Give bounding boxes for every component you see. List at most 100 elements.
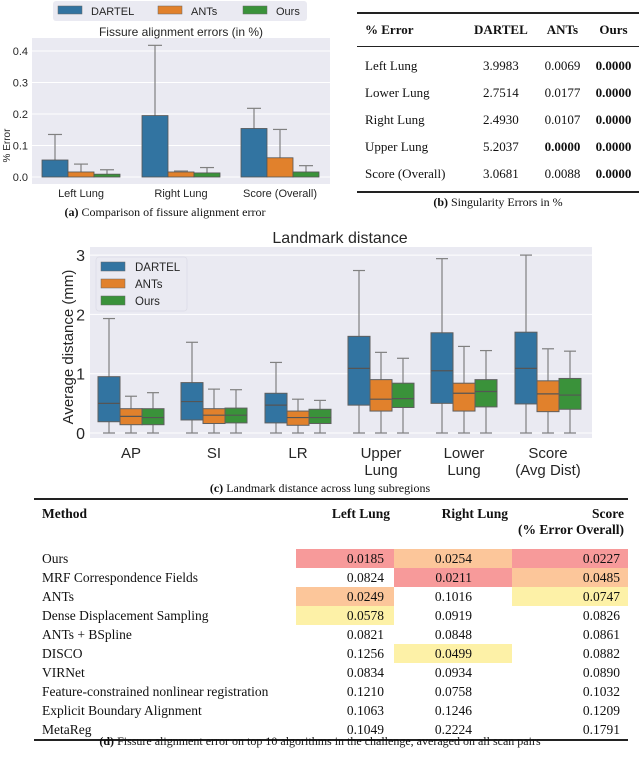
- error-value-cell: 0.2224: [434, 722, 472, 737]
- value-cell: 0.0069: [544, 57, 581, 73]
- error-value-cell: 0.0934: [434, 665, 472, 680]
- x-tick-label: AP: [121, 445, 141, 462]
- method-name-cell: MRF Correspondence Fields: [42, 570, 198, 585]
- x-tick-label: Score: [528, 445, 567, 462]
- table-row: Score (Overall) 3.0681 0.0088 0.0000: [357, 160, 639, 192]
- table-row: MetaReg 0.1049 0.2224 0.1791: [34, 720, 628, 740]
- table-row: ANTs 0.0249 0.1016 0.0747: [34, 587, 628, 606]
- value-cell: 0.0000: [544, 138, 581, 154]
- box-ours: [558, 377, 582, 410]
- error-value-cell: 0.1246: [434, 703, 472, 718]
- error-value-cell: 0.0919: [434, 608, 472, 623]
- header-right-lung: Right Lung: [441, 506, 508, 521]
- x-tick-label: Score (Overall): [243, 188, 317, 200]
- table-row: Feature-constrained nonlinear registrati…: [34, 682, 628, 701]
- error-value-cell: 0.0826: [582, 608, 620, 623]
- error-value-cell: 0.0499: [394, 644, 512, 663]
- y-tick-label: 0.3: [13, 78, 28, 90]
- header-left-lung: Left Lung: [331, 506, 390, 521]
- error-value-cell: 0.0185: [296, 543, 394, 568]
- error-value-cell: 0.1256: [346, 646, 384, 661]
- error-value-cell: 0.0249: [296, 587, 394, 606]
- legend-label-ants: ANTs: [135, 279, 163, 291]
- value-cell: 0.0107: [544, 111, 581, 127]
- chart-title: Landmark distance: [272, 230, 407, 247]
- caption-d-text: Fissure alignment error on top 10 algori…: [114, 734, 541, 748]
- bar-dartel: [240, 128, 268, 178]
- legend-swatch-ours: [242, 5, 268, 15]
- caption-b-text: Singularity Errors in %: [448, 195, 563, 209]
- method-name-cell: Ours: [34, 543, 296, 568]
- table-row: MRF Correspondence Fields 0.0824 0.0211 0.0…: [34, 568, 628, 587]
- error-value-cell: 0.0747: [512, 587, 628, 606]
- value-cell: 5.2037: [483, 138, 519, 154]
- table-row: Upper Lung 5.2037 0.0000 0.0000: [357, 133, 639, 160]
- error-value-cell: 0.0758: [434, 684, 472, 699]
- landmark-distance-box-plot: 0 1 2 3 Average distance (mm) Landmark distan…: [60, 230, 592, 479]
- bar-ants: [266, 157, 294, 178]
- error-value-cell: 0.1032: [582, 684, 620, 699]
- caption-c: (c) Landmark distance across lung subreg…: [0, 481, 640, 496]
- table-row: DISCO 0.1256 0.0499 0.0882: [34, 644, 628, 663]
- box-ants: [369, 379, 393, 412]
- error-value-cell: 0.0211: [394, 568, 512, 587]
- bar-dartel: [41, 159, 69, 178]
- value-cell: 0.0088: [544, 165, 581, 181]
- caption-b-label: (b): [433, 195, 448, 209]
- legend-swatch-dartel: [100, 261, 126, 272]
- y-tick-label: 1: [76, 367, 85, 384]
- error-value-cell: 0.0861: [582, 627, 620, 642]
- caption-a: (a) Comparison of fissure alignment erro…: [0, 205, 330, 220]
- header-cell: DARTEL: [474, 22, 528, 37]
- table-row: Explicit Boundary Alignment 0.1063 0.1246 0…: [34, 701, 628, 720]
- y-tick-label: 3: [76, 248, 85, 265]
- table-row: ANTs + BSpline 0.0821 0.0848 0.0861: [34, 625, 628, 644]
- legend-swatch-ants: [100, 278, 126, 289]
- legend-swatch-dartel: [57, 5, 83, 15]
- error-value-cell: 0.1049: [346, 722, 384, 737]
- box-ants: [452, 382, 476, 412]
- table-header-row: Method Left Lung Right Lung Score (% Erro…: [34, 499, 628, 546]
- table-row: Right Lung 2.4930 0.0107 0.0000: [357, 106, 639, 133]
- box-dartel: [347, 335, 371, 406]
- header-cell: Ours: [599, 22, 628, 37]
- table-row: Dense Displacement Sampling 0.0578 0.0919 0…: [34, 606, 628, 625]
- table-row: Lower Lung 2.7514 0.0177 0.0000: [357, 79, 639, 106]
- method-name-cell: MetaReg: [42, 722, 92, 737]
- box-dartel: [430, 332, 454, 404]
- y-tick-label: 0.0: [13, 172, 28, 184]
- caption-a-label: (a): [64, 205, 79, 219]
- table-row: VIRNet 0.0834 0.0934 0.0890: [34, 663, 628, 682]
- value-cell: 3.9983: [483, 57, 519, 73]
- legend-label-ants: ANTs: [191, 6, 218, 18]
- x-tick-label: Left Lung: [58, 188, 104, 200]
- box-ants: [202, 408, 226, 425]
- legend: DARTEL ANTs Ours: [95, 256, 188, 312]
- error-value-cell: 0.0227: [512, 543, 628, 568]
- value-cell: 0.0000: [595, 138, 632, 154]
- header-cell: % Error: [365, 22, 414, 37]
- row-label-cell: Left Lung: [365, 57, 418, 73]
- error-value-cell: 0.0821: [346, 627, 384, 642]
- value-cell: 0.0000: [595, 84, 632, 100]
- y-tick-label: 0.2: [13, 109, 28, 121]
- header-score-line1: Score: [592, 506, 624, 521]
- legend-label-dartel: DARTEL: [135, 262, 181, 274]
- header-score-line2: (% Error Overall): [518, 522, 624, 537]
- box-dartel: [97, 376, 121, 423]
- legend-label-ours: Ours: [135, 296, 160, 308]
- x-tick-label: (Avg Dist): [515, 462, 581, 479]
- method-name-cell: ANTs: [42, 589, 75, 604]
- error-value-cell: 0.1016: [434, 589, 472, 604]
- error-value-cell: 0.0578: [296, 606, 394, 625]
- legend-swatch-ours: [100, 295, 126, 306]
- x-tick-label: Right Lung: [154, 188, 207, 200]
- error-value-cell: 0.0254: [394, 543, 512, 568]
- method-name-cell: ANTs + BSpline: [42, 627, 132, 642]
- value-cell: 3.0681: [483, 165, 519, 181]
- table-header-row: % Error DARTEL ANTs Ours: [357, 13, 639, 47]
- y-tick-label: 0.1: [13, 141, 28, 153]
- y-axis-label: Average distance (mm): [60, 270, 77, 425]
- header-score: Score (% Error Overall): [512, 499, 628, 546]
- header-cell: ANTs: [546, 22, 579, 37]
